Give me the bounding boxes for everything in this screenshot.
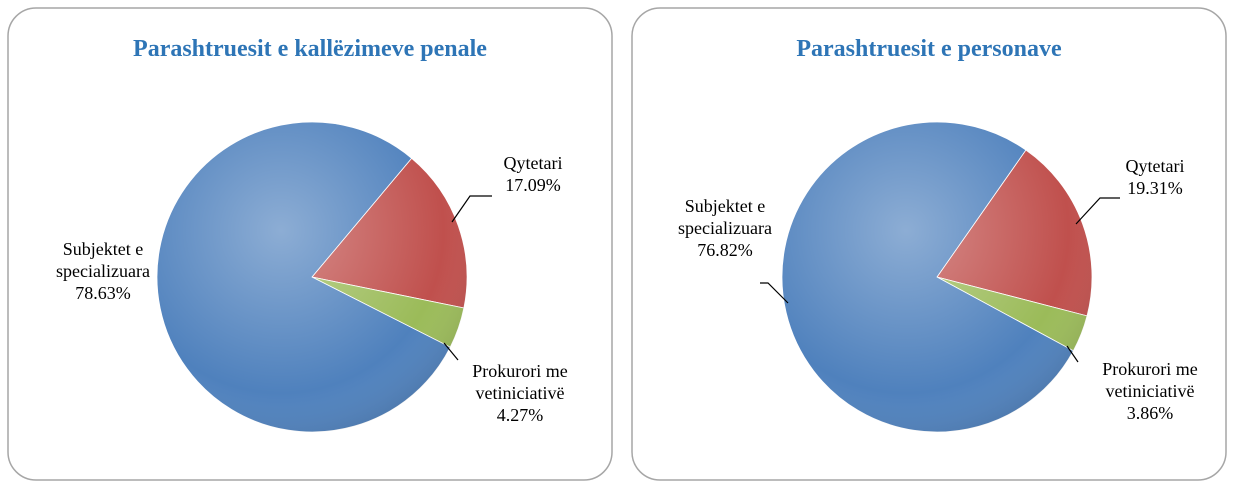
leader-line <box>1066 345 1079 363</box>
value-label: 76.82% <box>697 240 753 260</box>
leader-line <box>1075 197 1120 225</box>
value-label: 19.31% <box>1127 178 1183 198</box>
data-label: Qytetari 19.31% <box>1095 155 1215 199</box>
chart-title: Parashtruesit e personave <box>796 36 1062 62</box>
data-label: Qytetari 17.09% <box>473 152 593 196</box>
data-label: Subjektet e specializuara 76.82% <box>655 195 795 261</box>
category-label: Prokurori me vetiniciativë <box>1102 359 1198 401</box>
value-label: 17.09% <box>505 175 561 195</box>
category-label: Subjektet e specializuara <box>678 196 772 238</box>
data-label: Prokurori me vetiniciativë 4.27% <box>450 360 590 426</box>
leader-line <box>451 195 492 223</box>
value-label: 78.63% <box>75 283 131 303</box>
chart-title: Parashtruesit e kallëzimeve penale <box>133 36 487 62</box>
category-label: Qytetari <box>503 153 563 173</box>
value-label: 4.27% <box>496 405 544 425</box>
data-label: Prokurori me vetiniciativë 3.86% <box>1080 358 1220 424</box>
value-label: 3.86% <box>1126 403 1174 423</box>
leader-line <box>443 342 459 361</box>
category-label: Subjektet e specializuara <box>56 239 150 281</box>
category-label: Prokurori me vetiniciativë <box>472 361 568 403</box>
data-label: Subjektet e specializuara 78.63% <box>33 238 173 304</box>
leader-line <box>760 282 789 304</box>
category-label: Qytetari <box>1125 156 1185 176</box>
